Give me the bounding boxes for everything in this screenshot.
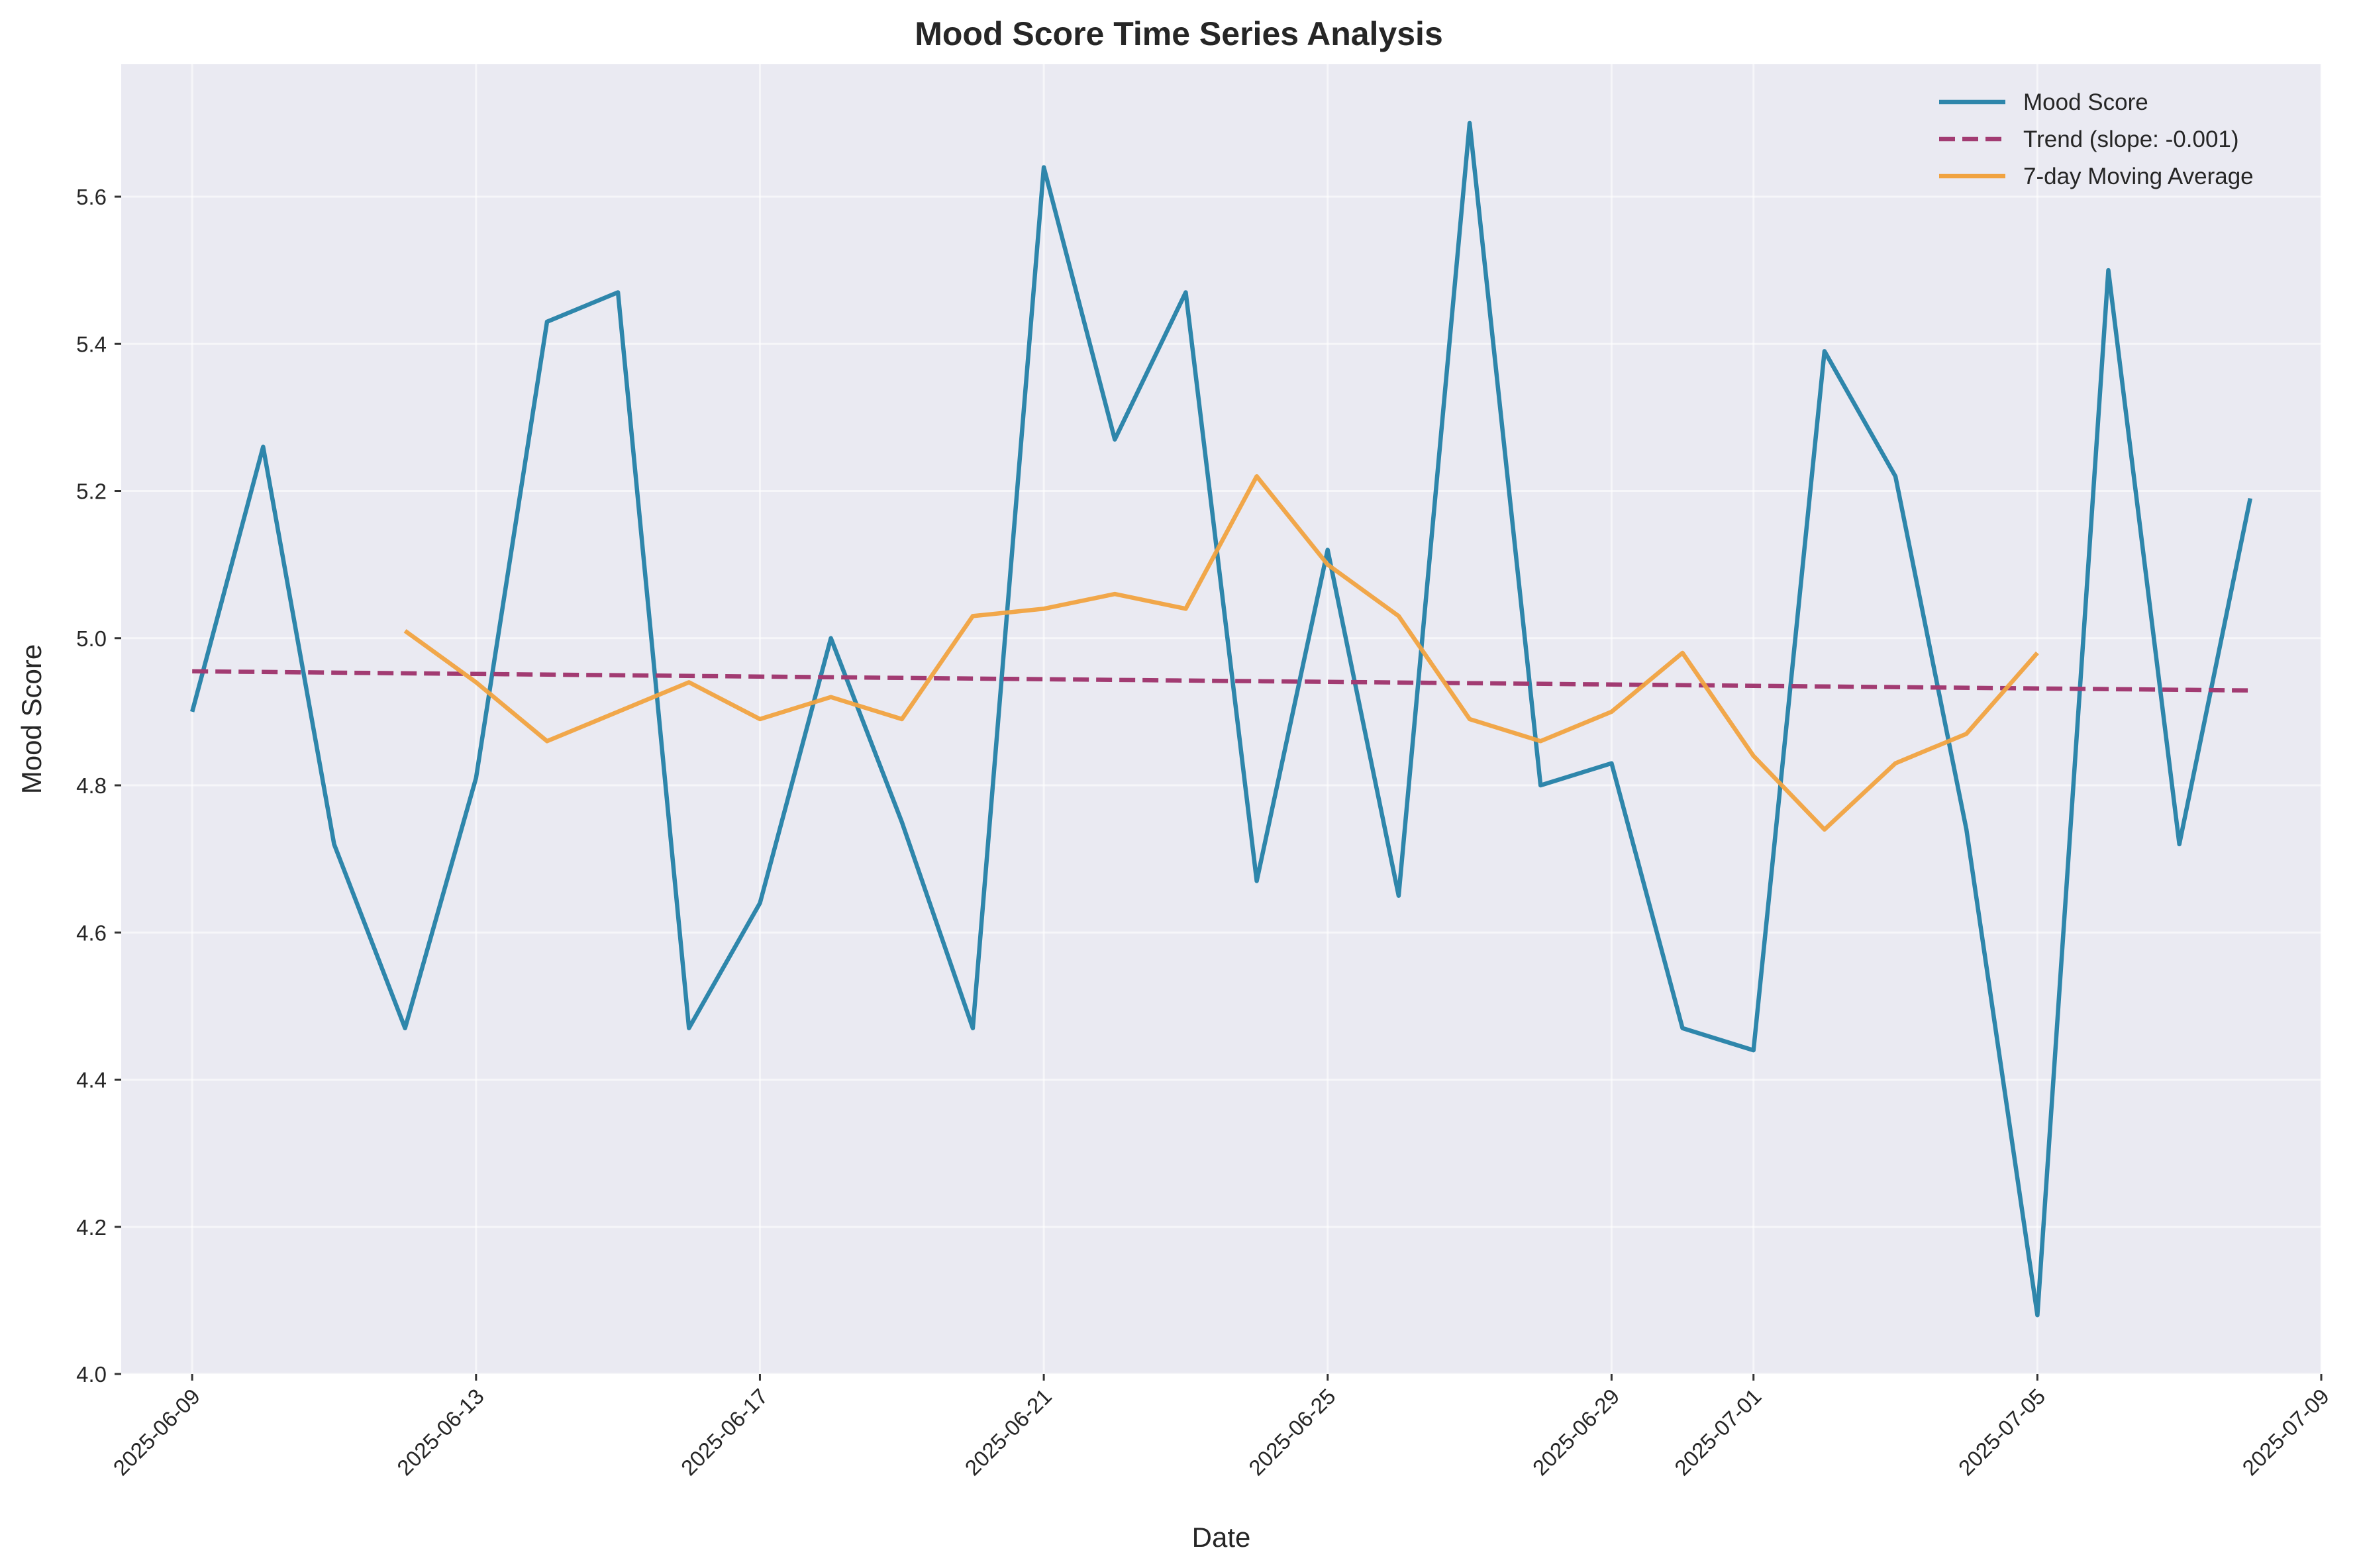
- legend-trend-label: Trend (slope: -0.001): [2023, 126, 2239, 152]
- y-tick-label: 5.0: [76, 626, 107, 651]
- y-axis-label: Mood Score: [16, 644, 47, 794]
- legend: Mood Score Trend (slope: -0.001) 7-day Mov…: [1939, 89, 2254, 189]
- y-tick-label: 5.2: [76, 479, 107, 504]
- grid-lines: [121, 64, 2323, 1375]
- plot-area: [121, 64, 2321, 1374]
- x-tick-label: 2025-06-13: [392, 1384, 489, 1481]
- x-tick-label: 2025-06-17: [676, 1384, 773, 1481]
- x-tick-label: 2025-07-05: [1954, 1384, 2050, 1481]
- x-tick-label: 2025-06-09: [109, 1384, 205, 1481]
- x-tick-label: 2025-06-29: [1528, 1384, 1625, 1481]
- x-axis-label: Date: [1192, 1522, 1251, 1553]
- y-tick-label: 4.4: [76, 1068, 107, 1093]
- y-tick-label: 5.4: [76, 332, 107, 356]
- chart-title: Mood Score Time Series Analysis: [915, 15, 1443, 52]
- series-lines: [190, 121, 2252, 1318]
- y-tick-label: 4.8: [76, 773, 107, 798]
- trend-line: [192, 669, 2250, 693]
- y-tick-label: 4.6: [76, 920, 107, 945]
- y-tick-label: 4.0: [76, 1362, 107, 1387]
- legend-mood-score-label: Mood Score: [2023, 89, 2148, 115]
- x-tick-label: 2025-07-09: [2237, 1384, 2334, 1481]
- x-tick-label: 2025-07-01: [1670, 1384, 1766, 1481]
- y-tick-label: 5.6: [76, 185, 107, 209]
- legend-moving-average-label: 7-day Moving Average: [2023, 164, 2254, 189]
- x-tick-label: 2025-06-25: [1244, 1384, 1340, 1481]
- x-tick-label: 2025-06-21: [960, 1384, 1057, 1481]
- y-tick-label: 4.2: [76, 1215, 107, 1240]
- moving-average-line: [403, 474, 2039, 832]
- mood-score-line: [190, 121, 2252, 1318]
